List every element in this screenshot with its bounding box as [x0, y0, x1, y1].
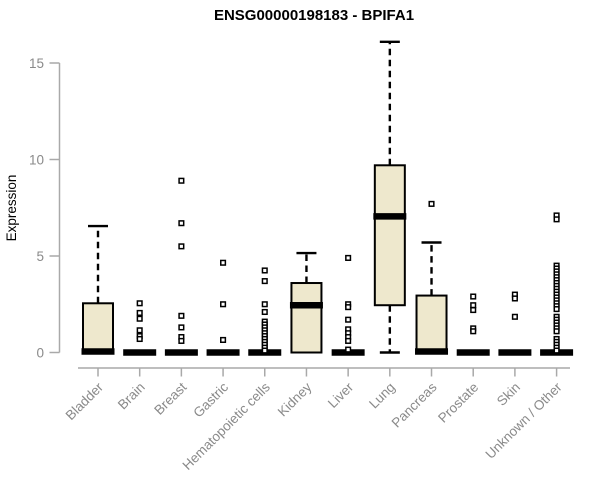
box-group-skin: [498, 291, 532, 356]
box-group-pancreas: [415, 200, 449, 355]
outlier-point: [428, 200, 435, 207]
outlier-point: [470, 293, 477, 300]
outlier-point: [136, 315, 143, 322]
outlier-point: [261, 278, 268, 285]
outlier-point: [178, 177, 185, 184]
outlier-point: [178, 220, 185, 227]
outlier-point: [261, 347, 268, 354]
outlier-point: [136, 300, 143, 307]
outlier-point: [345, 346, 352, 353]
outlier-point: [178, 312, 185, 319]
y-axis-label: Expression: [4, 175, 19, 242]
outlier-point: [345, 304, 352, 311]
box-group-unknown-other: [540, 212, 574, 356]
y-tick-label: 0: [36, 346, 44, 361]
outlier-point: [345, 316, 352, 323]
outlier-point: [470, 306, 477, 314]
outlier-point: [345, 337, 352, 344]
outlier-point: [136, 335, 143, 343]
outlier-point: [178, 243, 185, 250]
box: [82, 302, 114, 354]
outlier-point: [220, 301, 227, 308]
outlier-point: [220, 259, 227, 266]
outlier-point: [553, 347, 560, 354]
outlier-point: [261, 308, 268, 316]
box-group-gastric: [206, 259, 240, 356]
outlier-point: [178, 337, 185, 344]
chart-title: ENSG00000198183 - BPIFA1: [214, 7, 414, 24]
outlier-point: [261, 267, 268, 274]
box: [290, 282, 323, 354]
y-tick-label: 10: [29, 153, 44, 168]
box: [373, 164, 406, 307]
outlier-point: [261, 301, 268, 308]
box-group-bladder: [81, 224, 115, 355]
outlier-point: [220, 336, 227, 344]
outlier-point: [470, 302, 477, 309]
box: [415, 294, 448, 354]
box-group-prostate: [456, 293, 490, 356]
y-tick-label: 5: [36, 249, 44, 264]
box-group-breast: [164, 177, 198, 356]
box-group-brain: [123, 300, 157, 356]
y-tick-label: 15: [29, 56, 44, 71]
box-group-lung: [373, 40, 407, 354]
y-axis: 0 5 10 15: [29, 56, 61, 361]
outlier-point: [136, 327, 143, 334]
box-group-kidney: [289, 251, 323, 354]
outlier-point: [553, 306, 560, 313]
outlier-point: [553, 216, 560, 223]
outlier-point: [345, 254, 352, 261]
box-group-liver: [331, 254, 365, 356]
outlier-point: [553, 328, 560, 335]
box-group-hematopoietic-cells: [248, 267, 282, 356]
outlier-point: [178, 324, 185, 331]
outlier-point: [511, 295, 518, 302]
outlier-point: [136, 309, 143, 316]
outlier-point: [470, 328, 477, 335]
outlier-point: [511, 313, 518, 320]
